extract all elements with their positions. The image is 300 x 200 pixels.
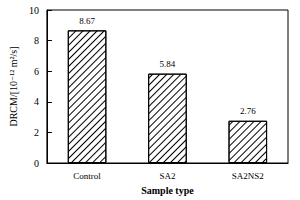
svg-text:0: 0 xyxy=(34,158,39,169)
svg-text:8: 8 xyxy=(34,35,39,46)
svg-text:6: 6 xyxy=(34,66,39,77)
svg-text:DRCM/[10⁻¹² m²/s]: DRCM/[10⁻¹² m²/s] xyxy=(8,46,19,126)
svg-text:2: 2 xyxy=(34,127,39,138)
svg-text:5.84: 5.84 xyxy=(160,59,176,69)
svg-text:8.67: 8.67 xyxy=(79,16,95,26)
svg-text:SA2NS2: SA2NS2 xyxy=(232,171,264,181)
svg-text:SA2: SA2 xyxy=(159,171,175,181)
svg-text:Sample type: Sample type xyxy=(141,185,194,196)
svg-text:10: 10 xyxy=(29,5,39,16)
svg-text:4: 4 xyxy=(34,96,39,107)
svg-text:2.76: 2.76 xyxy=(240,106,256,116)
svg-text:Control: Control xyxy=(73,171,101,181)
